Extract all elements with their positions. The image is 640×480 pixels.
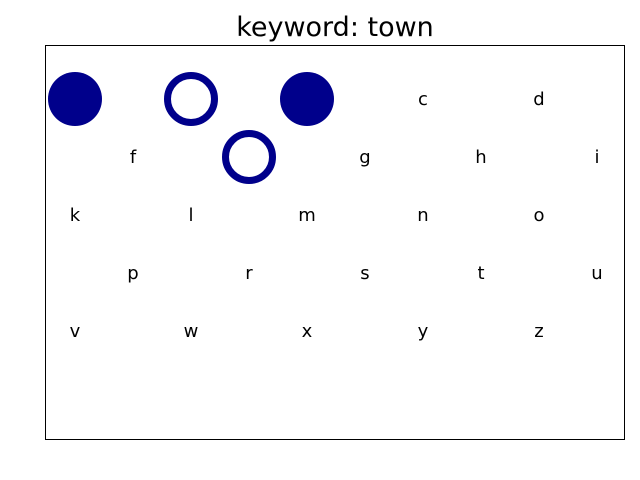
ring-circle-marker[interactable] [222, 130, 276, 184]
letter-cell-t[interactable]: t [477, 262, 485, 284]
letter-cell-k[interactable]: k [69, 204, 81, 226]
letter-cell-f[interactable]: f [129, 146, 137, 168]
letter-cell-s[interactable]: s [360, 262, 370, 284]
letter-cell-z[interactable]: z [534, 320, 544, 342]
letter-cell-g[interactable]: g [359, 146, 371, 168]
letter-cell-e[interactable]: e [628, 72, 640, 126]
letter-cell-x[interactable]: x [301, 320, 313, 342]
letter-cell-n[interactable]: n [417, 204, 429, 226]
letter-cell-o[interactable]: o [533, 204, 545, 226]
filled-circle-marker[interactable] [48, 72, 102, 126]
letter-cell-i[interactable]: i [594, 146, 600, 168]
letter-cell-h[interactable]: h [475, 146, 487, 168]
letter-cell-l[interactable]: l [188, 204, 194, 226]
letter-cell-w[interactable]: w [183, 320, 199, 342]
keyword-title: keyword: town [236, 12, 434, 43]
letter-cell-v[interactable]: v [69, 320, 81, 342]
filled-circle-marker[interactable] [280, 72, 334, 126]
letter-board: cdefghijklmnoprstuvwxyz [45, 45, 625, 440]
letter-cell-c[interactable]: c [418, 88, 428, 110]
ring-circle-marker[interactable] [164, 72, 218, 126]
letter-cell-u[interactable]: u [591, 262, 603, 284]
letter-cell-r[interactable]: r [245, 262, 253, 284]
letter-cell-d[interactable]: d [533, 88, 545, 110]
letter-cell-m[interactable]: m [298, 204, 316, 226]
letter-cell-p[interactable]: p [127, 262, 139, 284]
letter-cell-y[interactable]: y [417, 320, 429, 342]
